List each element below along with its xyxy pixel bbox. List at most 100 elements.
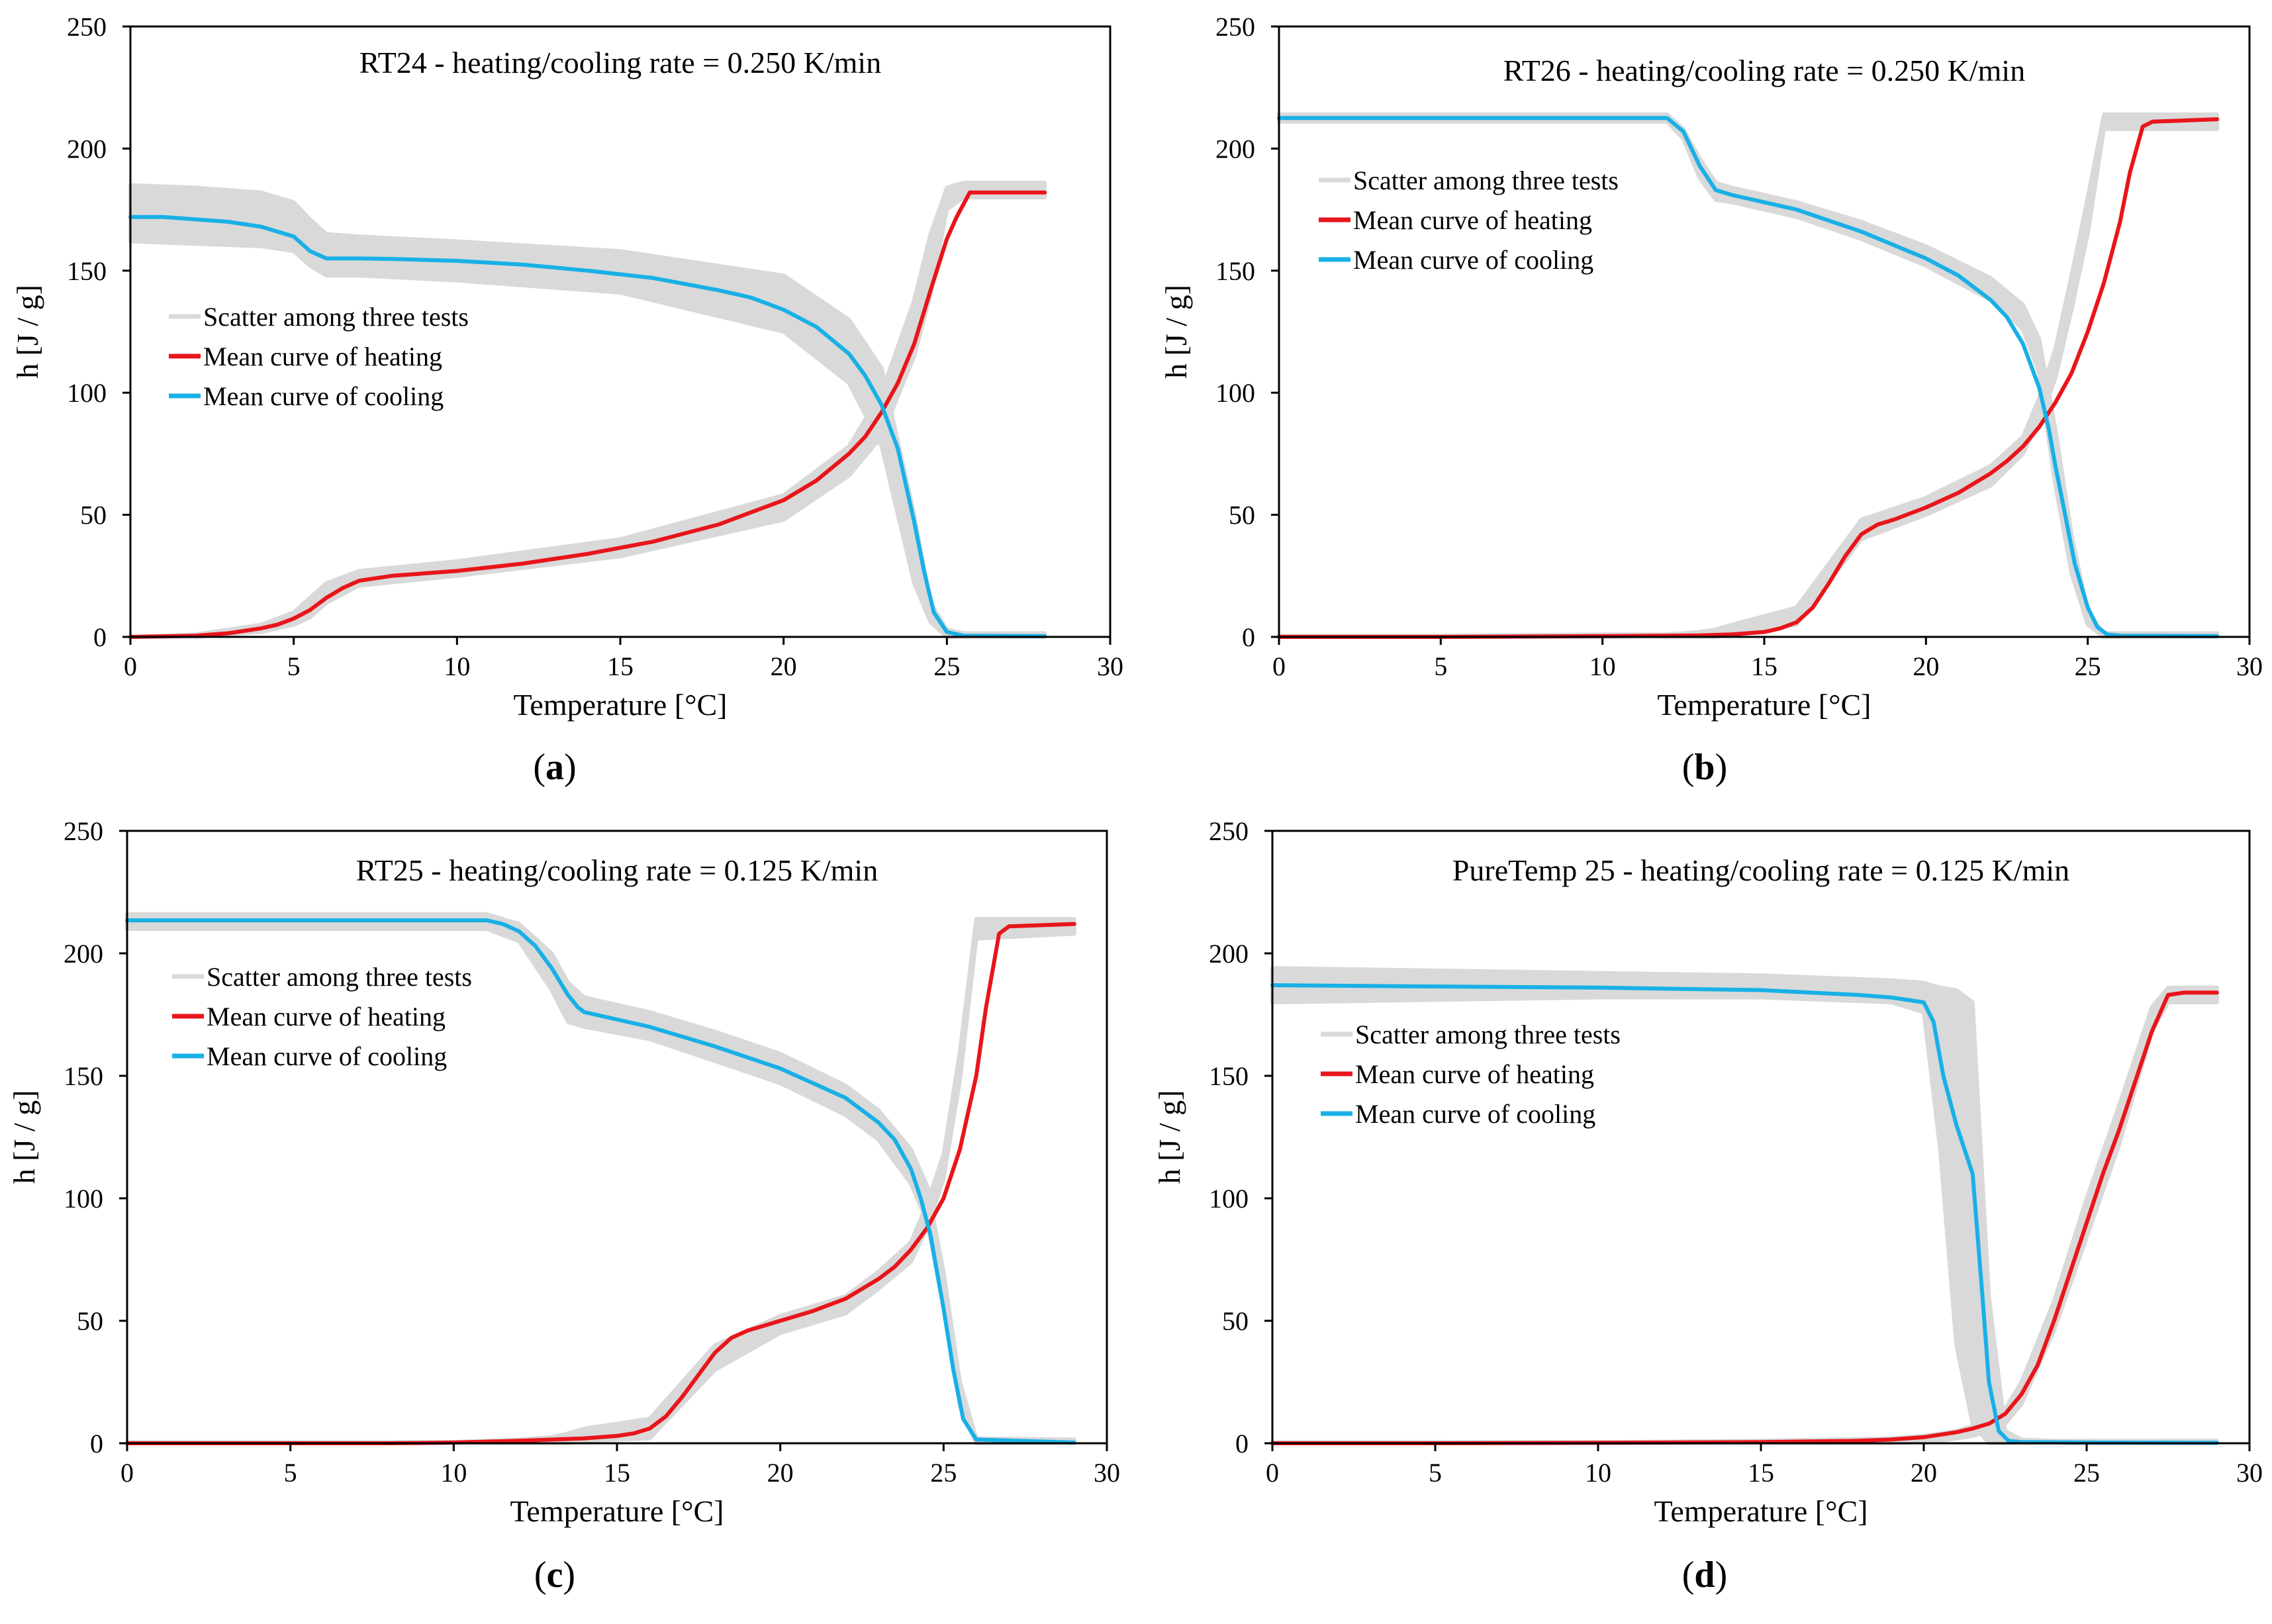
legend-item-cooling-label: Mean curve of cooling <box>1353 245 1593 275</box>
scatter-band-cooling <box>125 912 1076 1445</box>
x-axis-label: Temperature [°C] <box>510 1494 724 1528</box>
x-tick-label: 0 <box>1272 651 1286 681</box>
scatter-band-heating <box>128 181 1047 639</box>
x-tick-label: 15 <box>607 651 634 681</box>
y-axis-label: h [J / g] <box>1159 285 1193 379</box>
x-tick-label: 25 <box>930 1458 957 1488</box>
panel-caption-letter: c <box>547 1554 563 1596</box>
legend: Scatter among three tests Mean curve of h… <box>169 302 469 411</box>
x-tick-label: 15 <box>604 1458 630 1488</box>
legend-item-heating-label: Mean curve of heating <box>1353 205 1592 235</box>
legend-item-scatter-label: Scatter among three tests <box>1355 1020 1621 1049</box>
legend-item-heating-label: Mean curve of heating <box>203 342 442 371</box>
chart-title: RT24 - heating/cooling rate = 0.250 K/mi… <box>359 46 881 79</box>
x-tick-label: 20 <box>767 1458 794 1488</box>
legend-item-heating-label: Mean curve of heating <box>207 1002 446 1031</box>
x-tick-label: 30 <box>2236 651 2263 681</box>
y-tick-label: 150 <box>1215 256 1255 286</box>
panel-caption: (d) <box>1682 1554 1727 1596</box>
x-tick-label: 0 <box>124 651 137 681</box>
chart-panel-b: 0 5 10 15 20 25 30 0 50 100 150 200 250 RT26 - heatin… <box>1159 12 2263 788</box>
x-tick-label: 5 <box>1434 651 1447 681</box>
legend-item-cooling-label: Mean curve of cooling <box>207 1041 447 1071</box>
legend: Scatter among three tests Mean curve of h… <box>172 962 472 1071</box>
y-tick-label: 200 <box>1209 939 1249 969</box>
y-tick-label: 250 <box>64 816 103 846</box>
y-tick-label: 100 <box>67 378 107 408</box>
legend-item-cooling-label: Mean curve of cooling <box>1355 1099 1595 1129</box>
series-line-cooling <box>1277 116 2220 638</box>
y-tick-label: 150 <box>64 1061 103 1091</box>
series-line-heating <box>125 922 1076 1445</box>
scatter-band-heating <box>125 917 1076 1445</box>
x-tick-label: 20 <box>1911 1458 1937 1488</box>
x-tick-label: 30 <box>1097 651 1123 681</box>
y-tick-label: 200 <box>67 134 107 164</box>
panel-caption: (b) <box>1682 747 1727 788</box>
chart-panel-c: 0 5 10 15 20 25 30 0 50 100 150 200 250 RT25 - heatin… <box>7 816 1120 1596</box>
y-tick-label: 250 <box>1215 12 1255 42</box>
chart-title: RT26 - heating/cooling rate = 0.250 K/mi… <box>1503 54 2025 87</box>
x-tick-label: 10 <box>1585 1458 1611 1488</box>
chart-title: PureTemp 25 - heating/cooling rate = 0.1… <box>1452 853 2069 887</box>
series-line-cooling <box>128 215 1047 638</box>
chart-panel-d: 0 5 10 15 20 25 30 0 50 100 150 200 250 PureTemp 25 -… <box>1153 816 2263 1596</box>
y-tick-label: 0 <box>1235 1429 1249 1458</box>
plot-frame <box>1271 830 2251 1445</box>
panel-caption-letter: a <box>545 747 564 788</box>
y-tick-label: 50 <box>77 1306 103 1336</box>
y-tick-label: 100 <box>64 1184 103 1214</box>
y-tick-label: 50 <box>1222 1306 1249 1336</box>
x-tick-label: 10 <box>1589 651 1616 681</box>
x-tick-label: 30 <box>2236 1458 2263 1488</box>
x-tick-label: 5 <box>284 1458 297 1488</box>
y-tick-label: 150 <box>67 256 107 286</box>
x-tick-label: 10 <box>440 1458 467 1488</box>
x-axis-label: Temperature [°C] <box>1654 1494 1868 1528</box>
x-tick-label: 15 <box>1748 1458 1774 1488</box>
x-tick-label: 15 <box>1751 651 1777 681</box>
y-tick-label: 150 <box>1209 1061 1249 1091</box>
panel-caption-letter: d <box>1694 1554 1715 1596</box>
y-tick-label: 0 <box>93 622 107 652</box>
y-axis-label: h [J / g] <box>7 1090 41 1184</box>
x-tick-label: 5 <box>1429 1458 1442 1488</box>
x-tick-label: 0 <box>120 1458 134 1488</box>
x-tick-label: 5 <box>287 651 301 681</box>
series-line-heating <box>1277 117 2220 639</box>
y-tick-label: 250 <box>67 12 107 42</box>
y-tick-label: 250 <box>1209 816 1249 846</box>
x-tick-label: 10 <box>444 651 470 681</box>
y-tick-label: 0 <box>90 1429 103 1458</box>
y-tick-label: 0 <box>1242 622 1255 652</box>
x-axis-label: Temperature [°C] <box>514 688 728 722</box>
panel-caption: (a) <box>533 747 576 788</box>
series-line-heating <box>128 190 1047 639</box>
x-tick-label: 25 <box>2075 651 2101 681</box>
panel-caption-letter: b <box>1694 747 1715 788</box>
legend: Scatter among three tests Mean curve of h… <box>1321 1020 1621 1129</box>
x-tick-label: 30 <box>1094 1458 1120 1488</box>
scatter-band-heating <box>1270 985 2219 1445</box>
legend: Scatter among three tests Mean curve of h… <box>1319 166 1619 275</box>
y-axis-label: h [J / g] <box>11 285 44 379</box>
chart-title: RT25 - heating/cooling rate = 0.125 K/mi… <box>356 853 878 887</box>
x-tick-label: 25 <box>933 651 960 681</box>
series-line-cooling <box>125 918 1076 1445</box>
y-tick-label: 100 <box>1215 378 1255 408</box>
y-tick-label: 50 <box>80 501 107 530</box>
legend-item-scatter-label: Scatter among three tests <box>1353 166 1619 195</box>
panel-caption: (c) <box>534 1554 575 1596</box>
x-tick-label: 0 <box>1266 1458 1279 1488</box>
x-tick-label: 20 <box>771 651 797 681</box>
series-line-heating <box>1270 990 2219 1445</box>
y-tick-label: 100 <box>1209 1184 1249 1214</box>
x-axis-label: Temperature [°C] <box>1658 688 1871 722</box>
y-axis-label: h [J / g] <box>1153 1090 1186 1184</box>
legend-item-scatter-label: Scatter among three tests <box>207 962 472 992</box>
y-tick-label: 200 <box>1215 134 1255 164</box>
x-tick-label: 20 <box>1913 651 1939 681</box>
legend-item-heating-label: Mean curve of heating <box>1355 1059 1594 1089</box>
y-tick-label: 200 <box>64 939 103 969</box>
